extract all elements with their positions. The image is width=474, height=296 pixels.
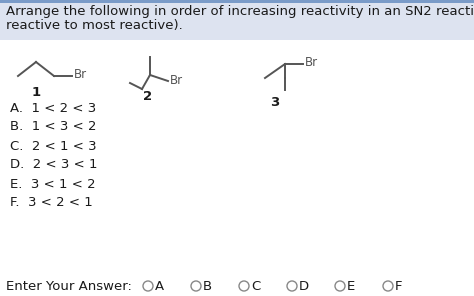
Text: Br: Br — [305, 57, 318, 70]
Text: C: C — [251, 279, 260, 292]
Text: F.  3 < 2 < 1: F. 3 < 2 < 1 — [10, 197, 93, 210]
Text: C.  2 < 1 < 3: C. 2 < 1 < 3 — [10, 139, 97, 152]
Text: 1: 1 — [31, 86, 41, 99]
Text: E: E — [347, 279, 355, 292]
Text: B.  1 < 3 < 2: B. 1 < 3 < 2 — [10, 120, 97, 133]
Text: reactive to most reactive).: reactive to most reactive). — [6, 18, 183, 31]
Text: B: B — [203, 279, 212, 292]
Text: 3: 3 — [270, 96, 280, 109]
Text: D: D — [299, 279, 309, 292]
Text: 2: 2 — [144, 89, 153, 102]
Text: A: A — [155, 279, 164, 292]
Text: D.  2 < 3 < 1: D. 2 < 3 < 1 — [10, 158, 98, 171]
Text: Br: Br — [170, 73, 183, 86]
Bar — [0, 0, 474, 3]
Text: Br: Br — [74, 68, 87, 81]
Text: F: F — [395, 279, 402, 292]
Text: Enter Your Answer:: Enter Your Answer: — [6, 279, 132, 292]
Text: A.  1 < 2 < 3: A. 1 < 2 < 3 — [10, 102, 96, 115]
Text: Arrange the following in order of increasing reactivity in an SN2 reaction (leas: Arrange the following in order of increa… — [6, 6, 474, 18]
Text: E.  3 < 1 < 2: E. 3 < 1 < 2 — [10, 178, 96, 191]
Bar — [0, 0, 474, 40]
